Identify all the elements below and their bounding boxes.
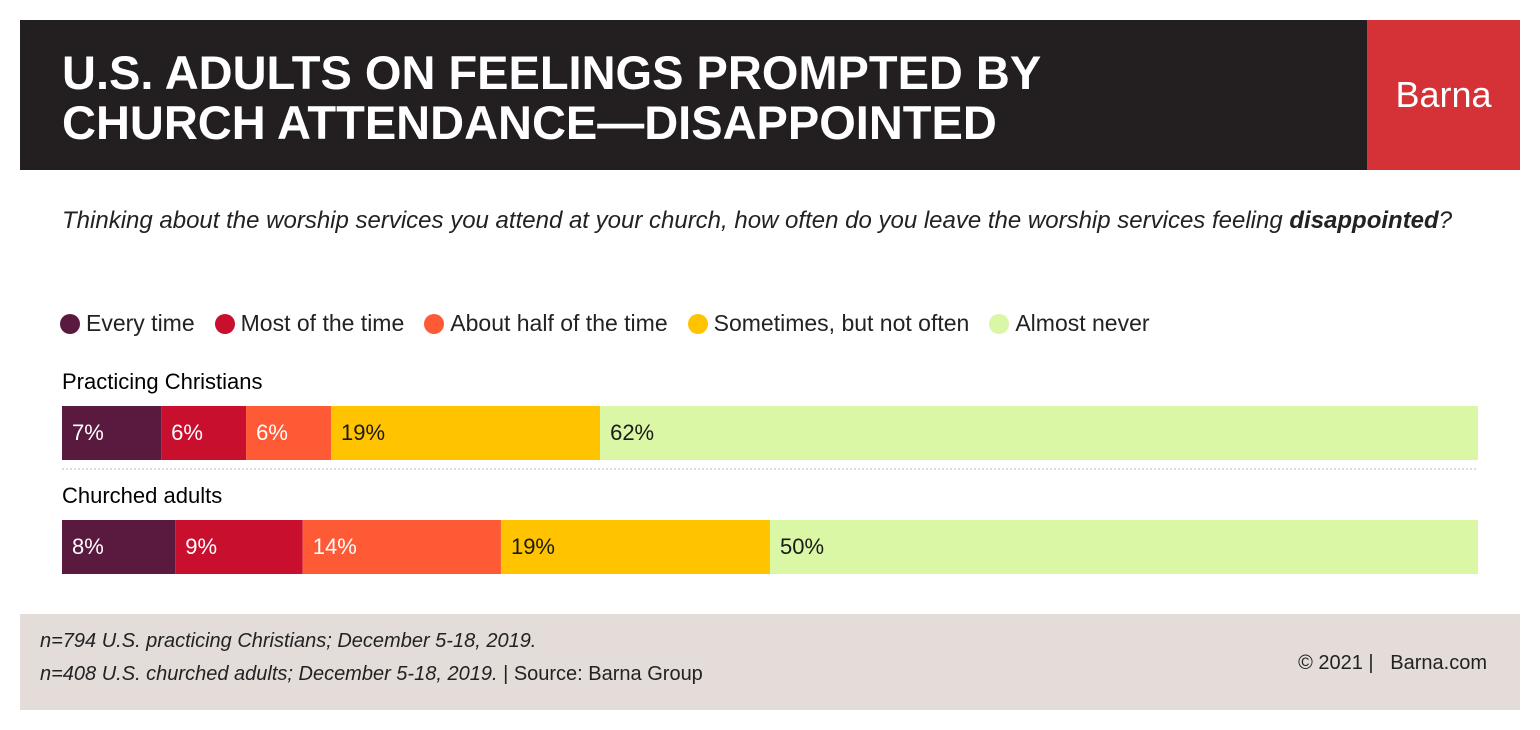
legend-item: Most of the time: [214, 310, 405, 337]
subtitle-text: Thinking about the worship services you …: [62, 207, 1290, 234]
value-label: 7%: [72, 420, 104, 445]
bar-segment: [770, 520, 1478, 574]
chart: Practicing Christians 7% 6% 6% 19% 62% Churche…: [62, 369, 1478, 574]
credits: © 2021 | Barna.com: [1298, 652, 1487, 675]
legend-label: Almost never: [1015, 310, 1150, 336]
value-label: 19%: [511, 534, 555, 559]
category-label: Churched adults: [62, 483, 222, 508]
value-label: 6%: [171, 420, 203, 445]
legend-label: Every time: [86, 310, 195, 336]
legend-item: About half of the time: [424, 310, 668, 337]
value-label: 9%: [185, 534, 217, 559]
footnote: n=408 U.S. churched adults; December 5-1…: [40, 663, 498, 685]
chart-title: U.S. ADULTS ON FEELINGS PROMPTED BY CHUR…: [62, 46, 1041, 149]
bar-segment: [600, 406, 1478, 460]
copyright: © 2021 |: [1298, 652, 1374, 674]
bar-segment: [161, 406, 247, 460]
bar-segment: [246, 406, 332, 460]
bar-segment: [331, 406, 601, 460]
bar-segment: [175, 520, 303, 574]
category-label: Practicing Christians: [62, 369, 263, 394]
subtitle: Thinking about the worship services you …: [62, 202, 1482, 240]
legend-swatch: [60, 313, 80, 334]
legend-swatch: [424, 313, 445, 334]
value-label: 6%: [256, 420, 288, 445]
bar-segment: [62, 406, 162, 460]
brand-logo: Barna: [1367, 20, 1520, 170]
legend: Every time Most of the time About half of …: [60, 310, 1170, 337]
value-label: 8%: [72, 534, 104, 559]
legend-swatch: [687, 313, 708, 334]
footnote: n=794 U.S. practicing Christians; Decemb…: [40, 630, 537, 652]
website: Barna.com: [1390, 652, 1487, 674]
legend-item: Every time: [60, 310, 195, 337]
value-label: 14%: [313, 534, 357, 559]
value-label: 19%: [341, 420, 385, 445]
value-label: 50%: [780, 534, 824, 559]
legend-swatch: [989, 313, 1010, 334]
bar-segment: [500, 520, 770, 574]
legend-label: Sometimes, but not often: [713, 310, 970, 336]
subtitle-text: ?: [1438, 207, 1453, 234]
subtitle-emphasis: disappointed: [1289, 207, 1439, 234]
legend-item: Sometimes, but not often: [687, 310, 970, 337]
source: | Source: Barna Group: [503, 663, 703, 685]
footnote-line: n=408 U.S. churched adults; December 5-1…: [40, 663, 703, 686]
footer: n=794 U.S. practicing Christians; Decemb…: [20, 614, 1520, 710]
legend-item: Almost never: [989, 310, 1150, 337]
bar-segment: [62, 520, 176, 574]
legend-label: Most of the time: [240, 310, 405, 336]
value-label: 62%: [610, 420, 654, 445]
bar-segment: [302, 520, 501, 574]
legend-swatch: [214, 313, 235, 334]
header: U.S. ADULTS ON FEELINGS PROMPTED BY CHUR…: [20, 20, 1367, 170]
legend-label: About half of the time: [450, 310, 668, 336]
